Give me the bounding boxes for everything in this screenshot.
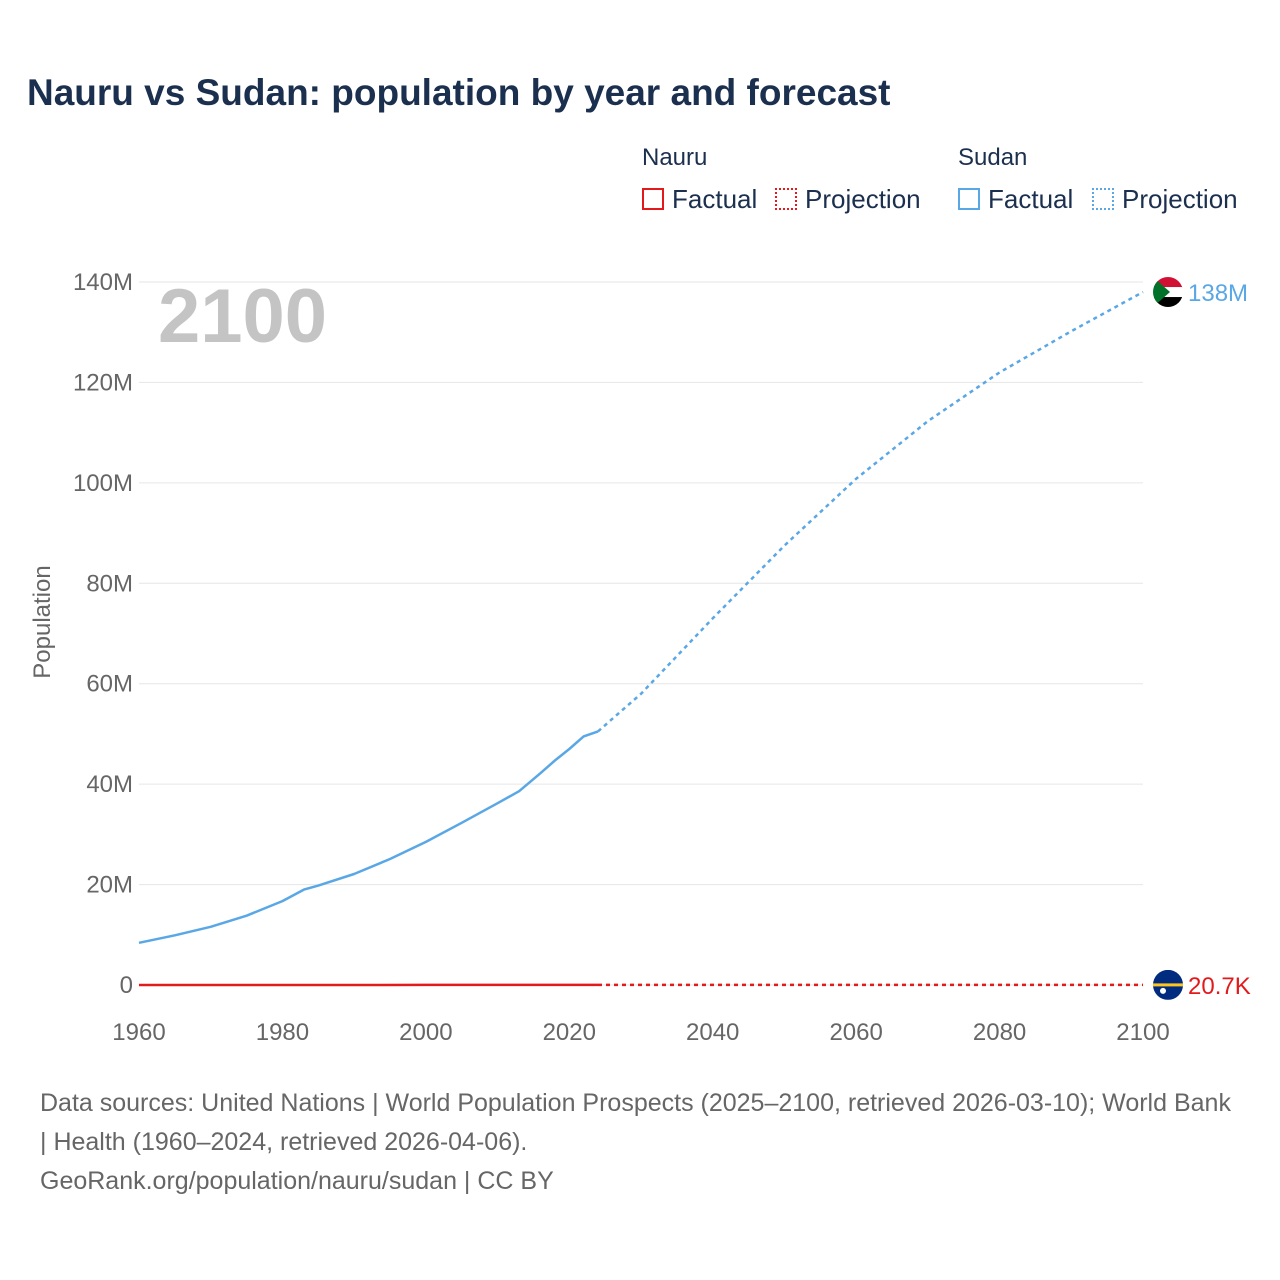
y-tick-label: 100M: [73, 470, 133, 497]
x-tick-label: 2060: [829, 1019, 882, 1046]
x-tick-label: 2000: [399, 1019, 452, 1046]
y-tick-label: 140M: [73, 269, 133, 296]
legend-group-nauru: Nauru: [642, 144, 708, 171]
sudan-flag-icon: [1153, 277, 1183, 308]
nauru-end-label: 20.7K: [1188, 973, 1251, 1000]
x-tick-label: 2040: [686, 1019, 739, 1046]
sudan-factual-line: [138, 730, 599, 945]
legend-label: Projection: [1122, 183, 1238, 214]
y-tick-label: 0: [120, 972, 133, 999]
legend-nauru-projection[interactable]: Projection: [775, 184, 921, 214]
y-tick-label: 120M: [73, 369, 133, 396]
legend-swatch-solid-red: [642, 188, 664, 210]
y-tick-label: 60M: [86, 671, 133, 698]
legend-swatch-dotted-red: [775, 188, 797, 210]
legend-swatch-solid-blue: [958, 188, 980, 210]
nauru-flag-icon: [1153, 969, 1183, 1000]
x-tick-label: 1980: [256, 1019, 309, 1046]
legend-label: Factual: [672, 183, 758, 214]
x-tick-label: 2100: [1116, 1019, 1169, 1046]
data-sources: Data sources: United Nations | World Pop…: [40, 1089, 1231, 1156]
legend-sudan-projection[interactable]: Projection: [1092, 184, 1238, 214]
legend-sudan-factual[interactable]: Factual: [958, 184, 1073, 214]
sudan-projection-line: [597, 290, 1144, 733]
x-tick-label: 2020: [543, 1019, 596, 1046]
x-tick-label: 1960: [112, 1019, 165, 1046]
legend-label: Projection: [805, 183, 921, 214]
legend-group-sudan: Sudan: [958, 144, 1028, 171]
sudan-end-label: 138M: [1188, 280, 1248, 307]
y-tick-label: 20M: [86, 872, 133, 899]
legend-nauru-factual[interactable]: Factual: [642, 184, 757, 214]
population-chart: 0 20M 40M 60M 80M 100M 120M 140M 1960 1980 2000 202…: [29, 269, 1251, 1046]
y-tick-label: 80M: [86, 570, 133, 597]
credit-link[interactable]: GeoRank.org/population/nauru/sudan | CC …: [40, 1167, 554, 1195]
chart-title: Nauru vs Sudan: population by year and f…: [27, 72, 891, 113]
y-axis-label: Population: [29, 565, 56, 678]
footer: Data sources: United Nations | World Pop…: [40, 1084, 1240, 1201]
legend-label: Factual: [988, 183, 1074, 214]
year-watermark: 2100: [158, 274, 327, 359]
x-tick-label: 2080: [973, 1019, 1026, 1046]
legend-swatch-dotted-blue: [1092, 188, 1114, 210]
y-tick-label: 40M: [86, 771, 133, 798]
